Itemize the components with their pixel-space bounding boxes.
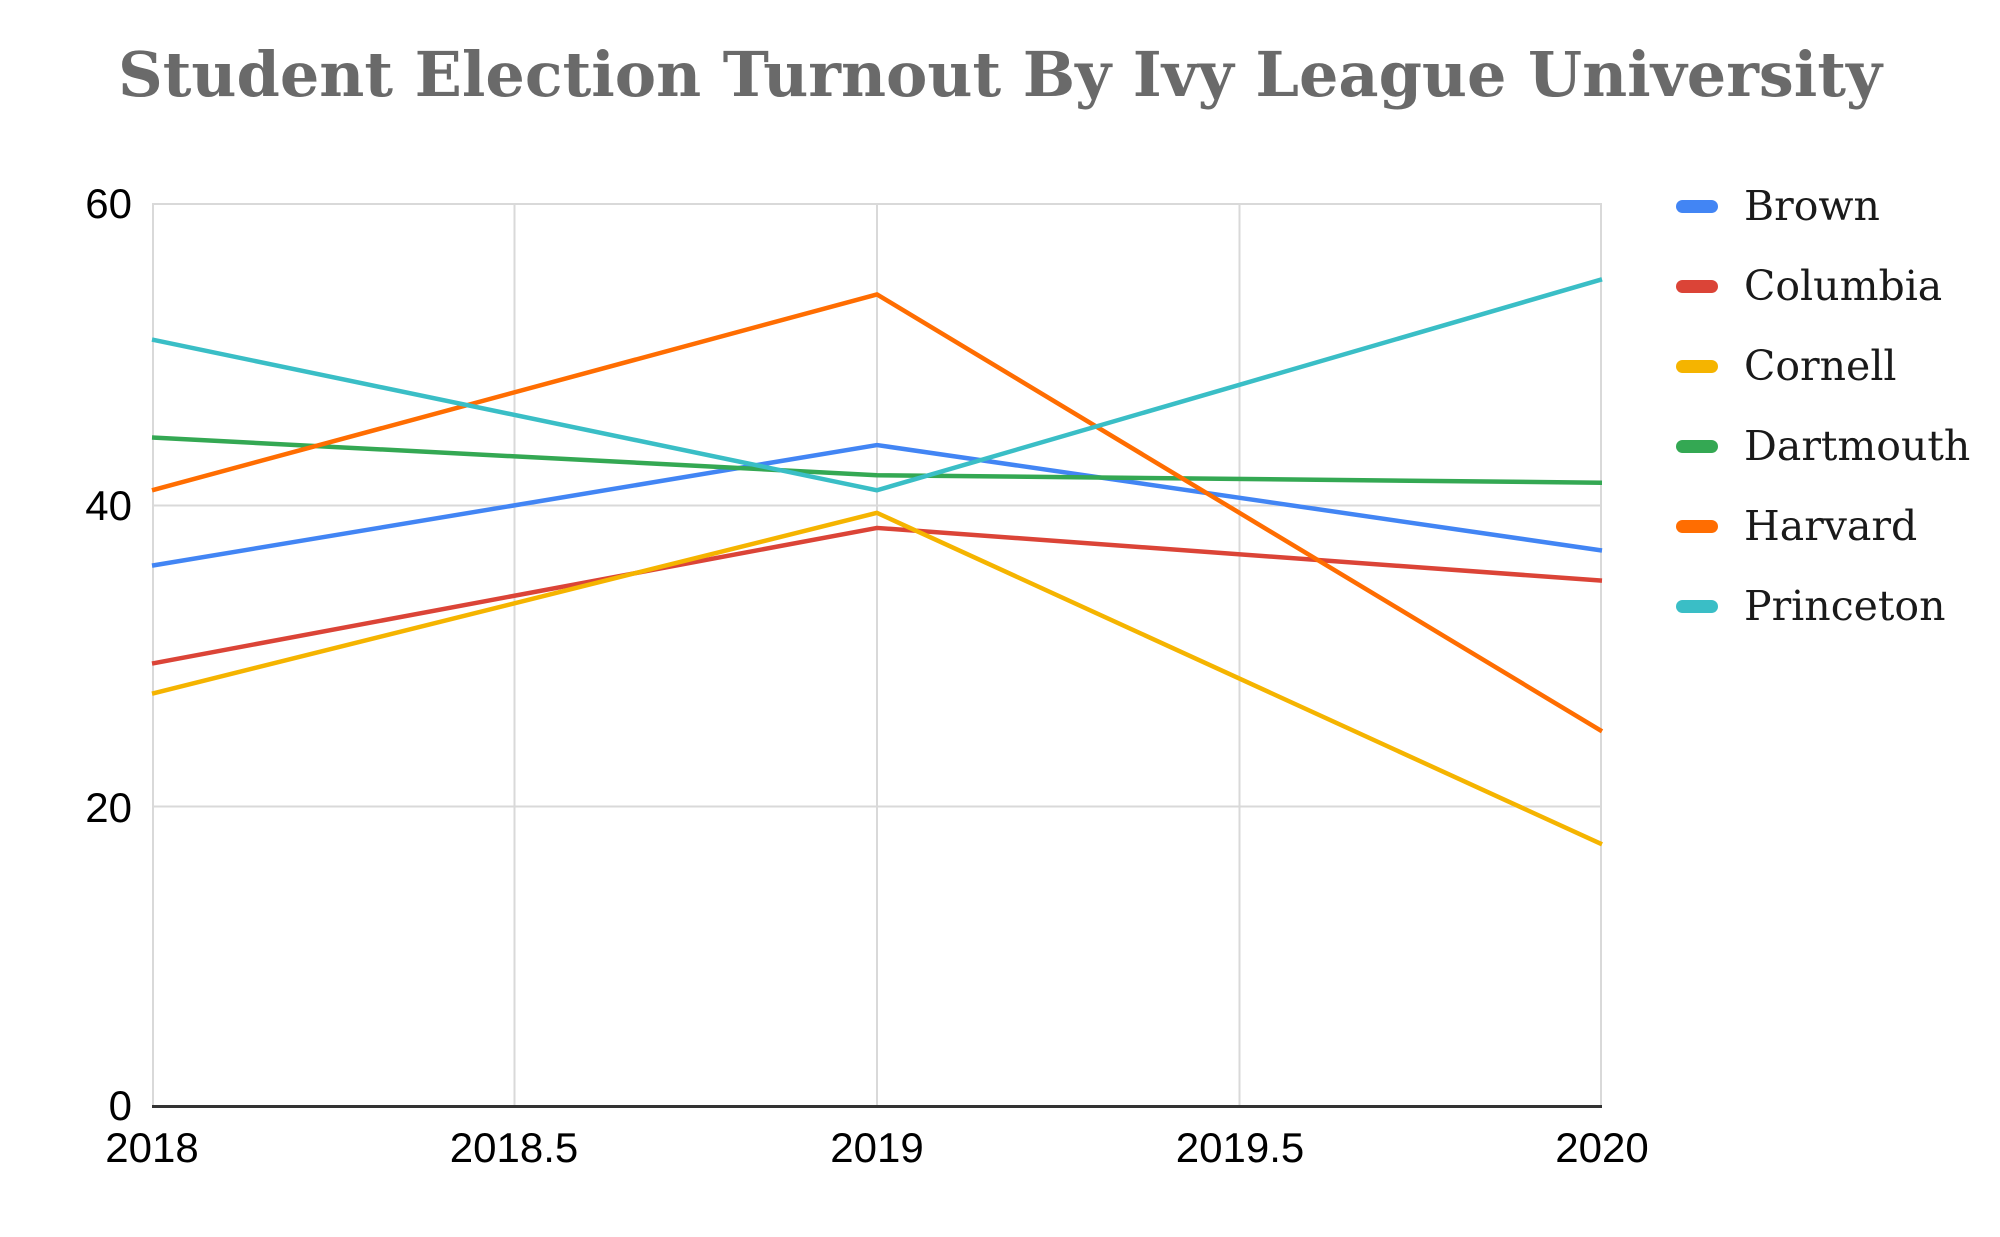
series-line-brown	[151, 442, 1603, 568]
legend-swatch-harvard	[1676, 519, 1718, 533]
legend-item-columbia: Columbia	[1676, 263, 1970, 309]
legend: Brown Columbia Cornell Dartmouth Harvard…	[1676, 183, 1970, 663]
legend-item-cornell: Cornell	[1676, 343, 1970, 389]
x-axis-tick-2019: 2019	[830, 1124, 924, 1171]
legend-swatch-princeton	[1676, 599, 1718, 613]
x-axis-tick-2018: 2018	[105, 1124, 199, 1171]
line-chart-canvas	[151, 203, 1604, 1108]
legend-label-brown: Brown	[1744, 182, 1880, 230]
legend-item-brown: Brown	[1676, 183, 1970, 229]
legend-swatch-dartmouth	[1676, 439, 1718, 453]
legend-item-princeton: Princeton	[1676, 583, 1970, 629]
legend-label-columbia: Columbia	[1744, 262, 1943, 310]
plot-area	[151, 203, 1604, 1108]
series-line-columbia	[151, 525, 1603, 666]
legend-label-harvard: Harvard	[1744, 502, 1918, 550]
chart-title: Student Election Turnout By Ivy League U…	[117, 38, 1882, 111]
series-line-harvard	[151, 292, 1604, 734]
series-line-princeton	[151, 277, 1603, 493]
legend-label-cornell: Cornell	[1744, 342, 1897, 390]
y-axis-tick-0: 0	[108, 1082, 132, 1129]
legend-swatch-cornell	[1676, 359, 1718, 373]
x-axis-tick-2020: 2020	[1555, 1124, 1649, 1171]
legend-label-dartmouth: Dartmouth	[1744, 422, 1971, 470]
series-line-dartmouth	[151, 435, 1603, 485]
legend-item-harvard: Harvard	[1676, 503, 1970, 549]
y-axis-tick-60: 60	[85, 180, 132, 227]
legend-swatch-columbia	[1676, 279, 1718, 293]
x-axis-tick-2019-5: 2019.5	[1175, 1124, 1305, 1171]
series-line-cornell	[151, 510, 1603, 847]
y-axis-tick-40: 40	[85, 482, 132, 529]
y-axis-tick-20: 20	[85, 784, 132, 831]
x-axis-tick-2018-5: 2018.5	[449, 1124, 579, 1171]
legend-item-dartmouth: Dartmouth	[1676, 423, 1970, 469]
legend-swatch-brown	[1676, 199, 1718, 213]
legend-label-princeton: Princeton	[1744, 582, 1946, 630]
